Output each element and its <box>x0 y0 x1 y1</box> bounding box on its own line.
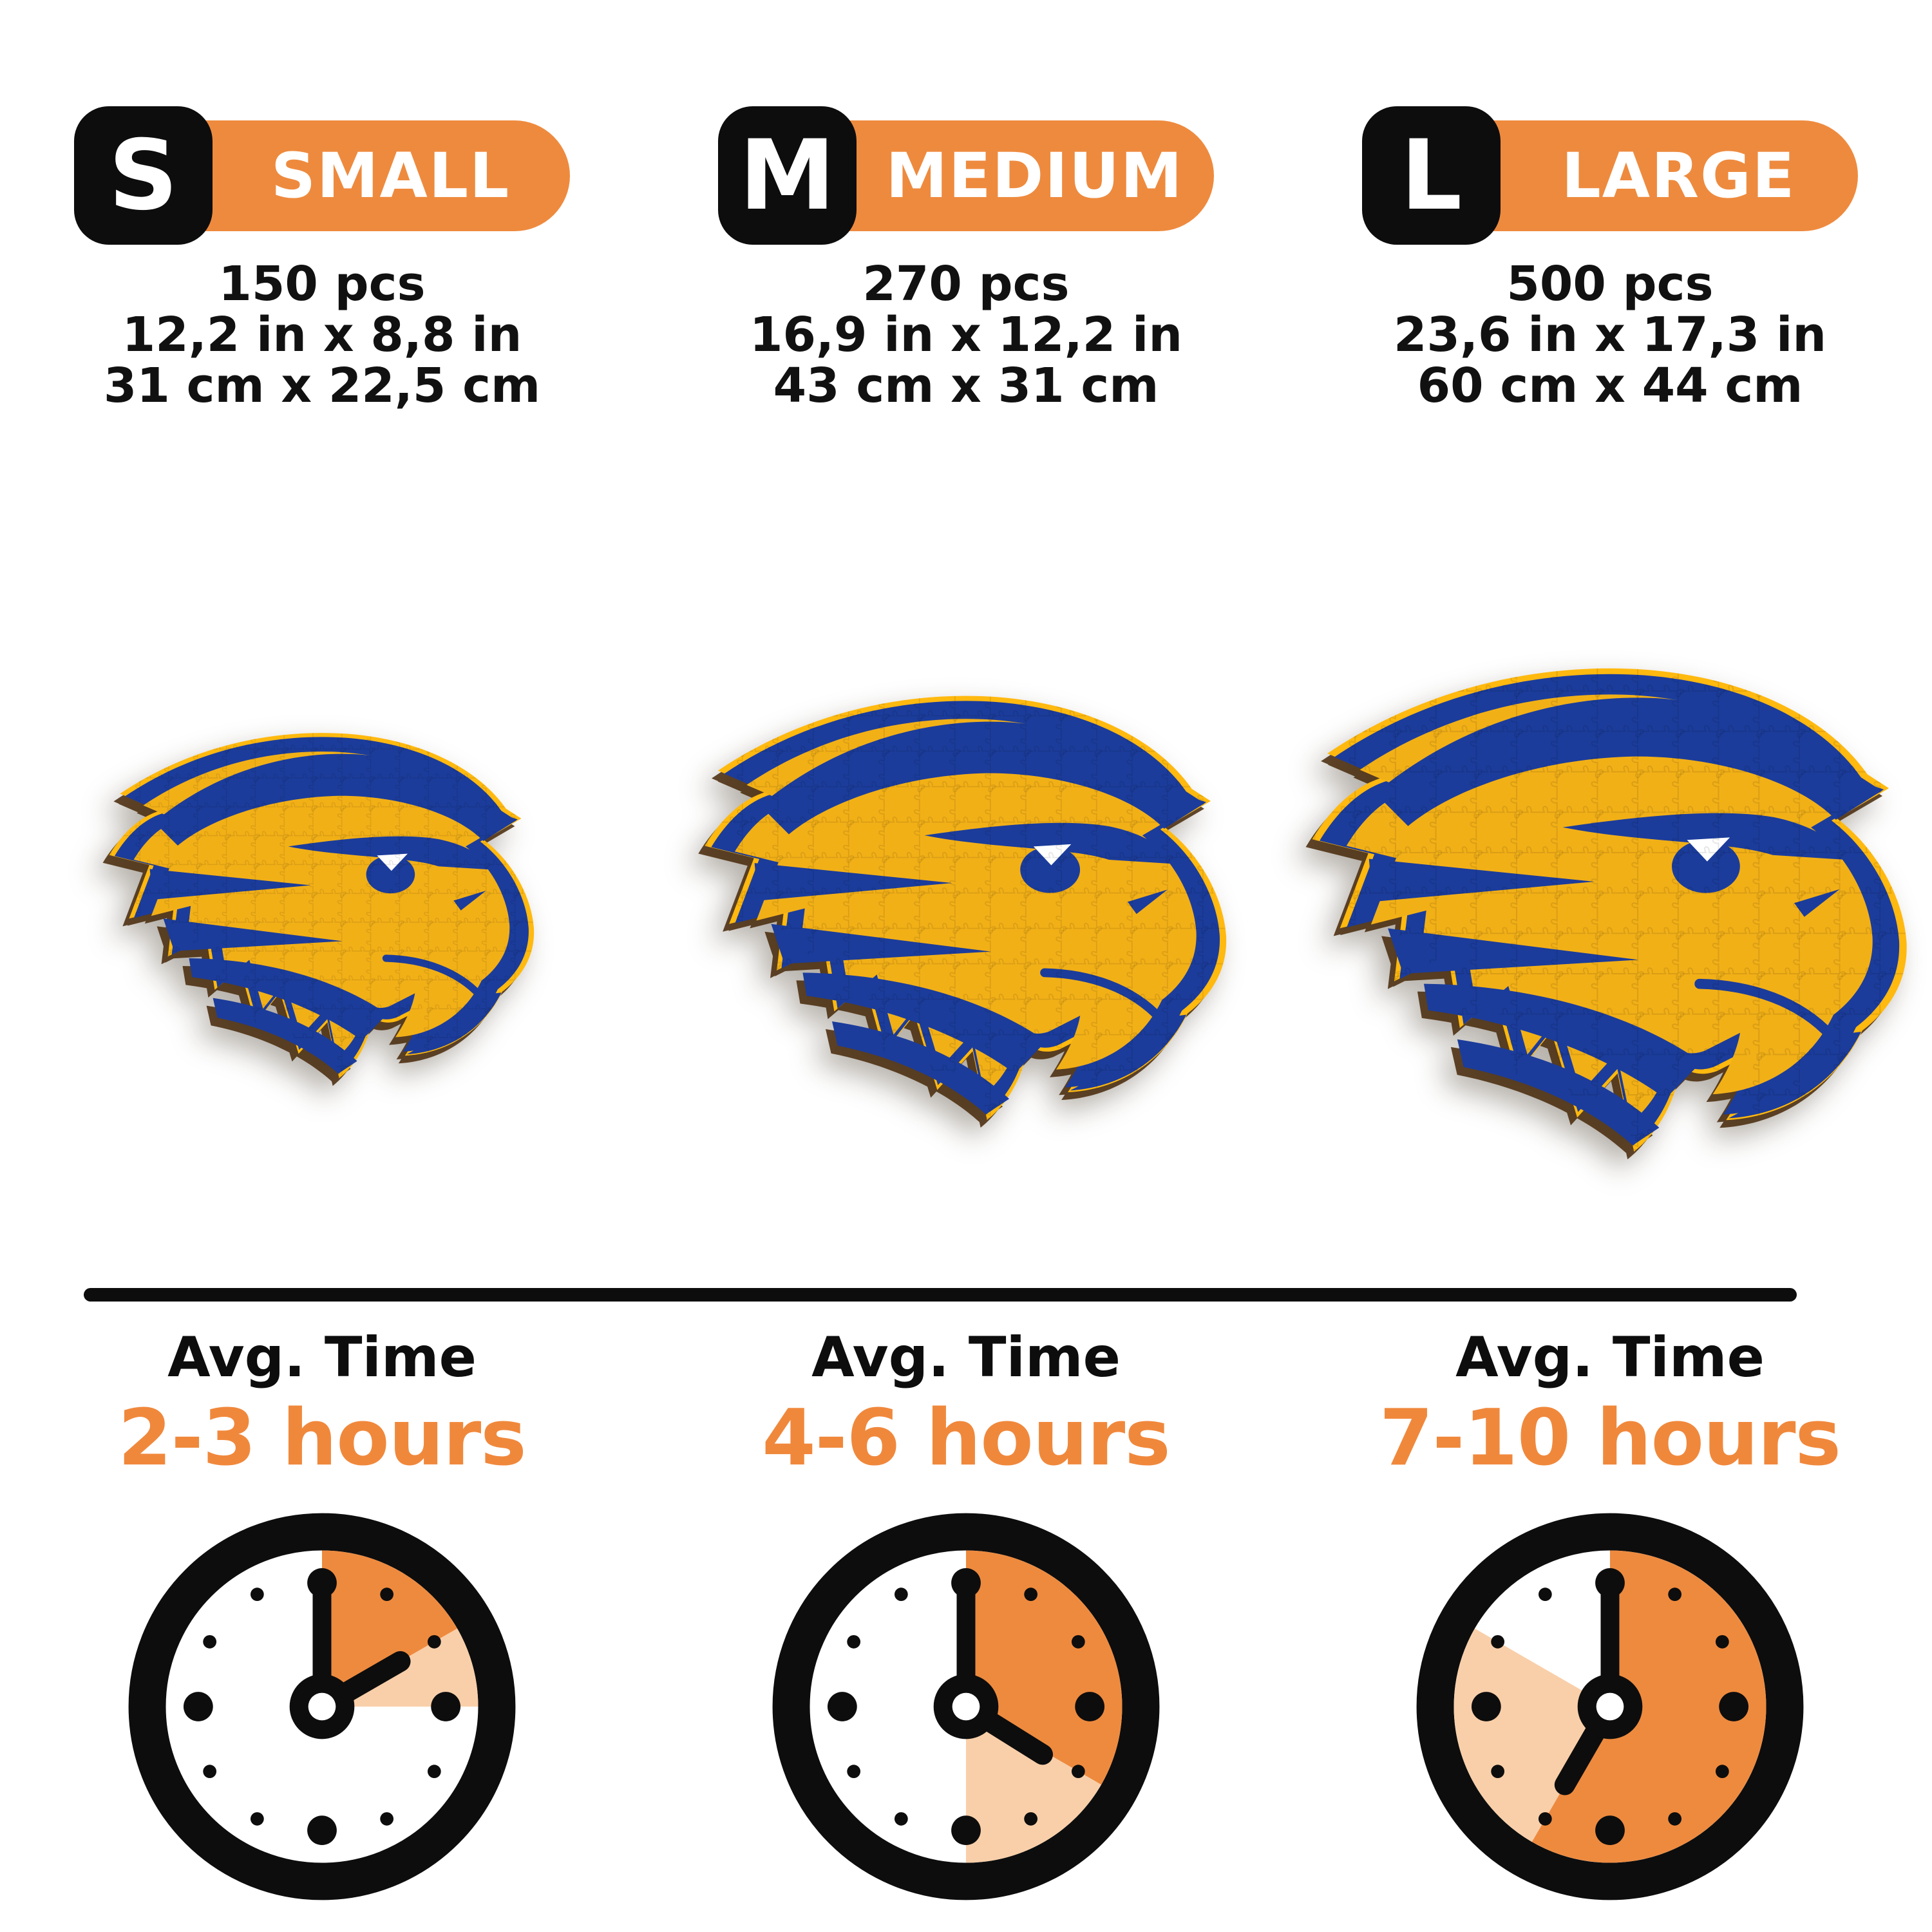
puzzle-preview-cell-medium <box>644 599 1288 1191</box>
size-letterbox-large: L <box>1362 106 1501 245</box>
dimensions-cm-small: 31 cm x 22,5 cm <box>103 358 541 414</box>
time-column-large: Avg. Time 7-10 hours <box>1288 1325 1932 1903</box>
eagle-puzzle-image-small <box>97 706 547 1084</box>
size-column-medium: MEDIUM M 270 pcs 16,9 in x 12,2 in 43 cm… <box>644 106 1288 412</box>
dimensions-cm-medium: 43 cm x 31 cm <box>773 358 1159 414</box>
size-label-small: SMALL <box>270 140 511 212</box>
clock-icon-small <box>126 1510 518 1903</box>
avg-time-value-medium: 4-6 hours <box>762 1394 1170 1483</box>
puzzle-preview-cell-large <box>1288 599 1932 1191</box>
dimensions-cm-large: 60 cm x 44 cm <box>1417 358 1803 414</box>
dimensions-inches-large: 23,6 in x 17,3 in <box>1393 307 1827 363</box>
section-divider <box>84 1288 1797 1302</box>
size-badge-small: SMALL S <box>74 106 570 245</box>
size-letterbox-medium: M <box>718 106 857 245</box>
dimensions-inches-medium: 16,9 in x 12,2 in <box>749 307 1183 363</box>
size-label-medium: MEDIUM <box>886 140 1184 212</box>
avg-time-label-medium: Avg. Time <box>811 1325 1121 1390</box>
size-column-small: SMALL S 150 pcs 12,2 in x 8,8 in 31 cm x… <box>0 106 644 412</box>
avg-time-row: Avg. Time 2-3 hours Avg. Time 4-6 hours <box>0 1325 1932 1903</box>
dimensions-inches-small: 12,2 in x 8,8 in <box>122 307 522 363</box>
pieces-count-medium: 270 pcs <box>862 256 1070 312</box>
clock-icon-large <box>1414 1510 1806 1903</box>
pieces-count-small: 150 pcs <box>218 256 426 312</box>
size-specs-large: 500 pcs 23,6 in x 17,3 in 60 cm x 44 cm <box>1393 256 1827 414</box>
size-column-large: LARGE L 500 pcs 23,6 in x 17,3 in 60 cm … <box>1288 106 1932 412</box>
size-header-row: SMALL S 150 pcs 12,2 in x 8,8 in 31 cm x… <box>0 106 1932 412</box>
size-badge-medium: MEDIUM M <box>718 106 1214 245</box>
eagle-puzzle-image-medium <box>689 663 1243 1128</box>
size-letter-small: S <box>108 119 178 232</box>
size-label-large: LARGE <box>1561 140 1796 212</box>
time-column-small: Avg. Time 2-3 hours <box>0 1325 644 1903</box>
size-letter-large: L <box>1400 119 1463 232</box>
eagle-puzzle-image-large <box>1294 630 1926 1160</box>
puzzle-preview-row <box>0 599 1932 1191</box>
pieces-count-large: 500 pcs <box>1506 256 1714 312</box>
size-badge-large: LARGE L <box>1362 106 1858 245</box>
size-specs-small: 150 pcs 12,2 in x 8,8 in 31 cm x 22,5 cm <box>103 256 541 414</box>
size-letter-medium: M <box>739 119 836 232</box>
avg-time-label-small: Avg. Time <box>167 1325 477 1390</box>
avg-time-label-large: Avg. Time <box>1455 1325 1765 1390</box>
size-letterbox-small: S <box>74 106 213 245</box>
avg-time-value-small: 2-3 hours <box>118 1394 526 1483</box>
clock-icon-medium <box>770 1510 1162 1903</box>
puzzle-preview-cell-small <box>0 599 644 1191</box>
avg-time-value-large: 7-10 hours <box>1379 1394 1841 1483</box>
size-specs-medium: 270 pcs 16,9 in x 12,2 in 43 cm x 31 cm <box>749 256 1183 414</box>
time-column-medium: Avg. Time 4-6 hours <box>644 1325 1288 1903</box>
